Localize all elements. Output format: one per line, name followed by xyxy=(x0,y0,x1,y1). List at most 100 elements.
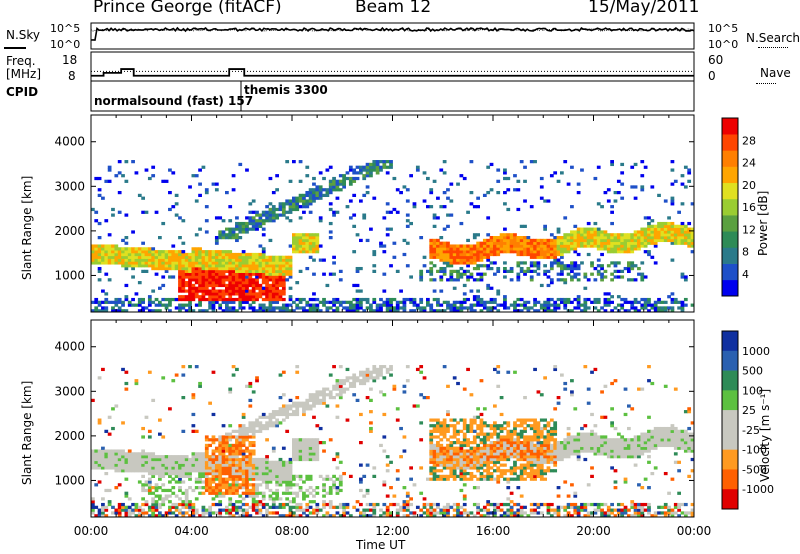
power-cell xyxy=(596,269,601,273)
power-cell xyxy=(482,272,487,276)
power-cell xyxy=(268,264,273,268)
power-cell xyxy=(660,238,665,243)
velocity-cell xyxy=(436,460,440,464)
velocity-cell xyxy=(489,474,494,478)
velocity-cell xyxy=(161,460,166,464)
velocity-cell xyxy=(322,486,326,490)
velocity-cell xyxy=(218,452,223,456)
power-cell xyxy=(459,306,464,310)
velocity-cell xyxy=(395,477,400,481)
power-cell xyxy=(620,196,625,200)
power-cell xyxy=(469,258,474,262)
velocity-cell xyxy=(382,511,387,515)
power-cell xyxy=(412,205,417,209)
velocity-cell xyxy=(462,435,467,439)
velocity-cell xyxy=(362,474,367,478)
power-cell xyxy=(549,255,554,259)
power-cell xyxy=(214,266,219,271)
nave-legend-line xyxy=(756,83,776,84)
velocity-cell xyxy=(158,474,162,478)
power-cell xyxy=(137,247,142,251)
power-cell xyxy=(402,297,407,302)
power-cell xyxy=(640,272,645,276)
power-cell xyxy=(549,252,554,257)
velocity-cell xyxy=(198,457,202,462)
power-cell xyxy=(312,292,316,296)
power-cell xyxy=(225,306,229,310)
power-cell xyxy=(275,300,279,304)
power-cell xyxy=(553,244,558,248)
power-cell xyxy=(335,297,340,302)
power-cell xyxy=(449,306,454,310)
power-cell xyxy=(526,266,531,271)
power-cell xyxy=(486,309,491,312)
power-cell xyxy=(191,272,196,276)
power-cell xyxy=(315,297,320,302)
velocity-cell xyxy=(211,463,216,467)
power-cell xyxy=(221,272,226,276)
power-cell xyxy=(235,281,239,285)
power-cell xyxy=(553,255,558,259)
power-cell xyxy=(640,238,645,243)
power-cell xyxy=(285,261,290,265)
power-cell xyxy=(188,252,192,257)
velocity-cell xyxy=(308,438,313,442)
power-cell xyxy=(158,252,162,257)
power-cell xyxy=(308,210,313,214)
velocity-cell xyxy=(147,477,152,481)
power-cell xyxy=(432,241,437,245)
power-cell xyxy=(573,230,578,234)
power-cell xyxy=(201,275,206,279)
velocity-cell xyxy=(211,471,216,476)
velocity-cell xyxy=(218,500,223,504)
power-cell xyxy=(640,160,645,164)
power-cell xyxy=(285,269,290,273)
velocity-cell xyxy=(147,435,152,439)
velocity-cell xyxy=(506,441,511,445)
velocity-cell xyxy=(328,438,333,442)
velocity-cell xyxy=(147,452,152,456)
power-cell xyxy=(218,250,223,254)
power-cell xyxy=(479,300,484,304)
power-cell xyxy=(315,241,320,245)
power-cell xyxy=(268,283,273,288)
velocity-cell xyxy=(513,424,517,428)
velocity-cell xyxy=(305,477,310,481)
velocity-cell xyxy=(322,494,326,498)
power-cell xyxy=(218,275,223,279)
power-cell xyxy=(158,264,162,268)
power-cell xyxy=(442,205,447,209)
power-cell xyxy=(144,252,149,257)
velocity-cell xyxy=(124,469,129,473)
power-cell xyxy=(687,171,692,175)
velocity-cell xyxy=(231,463,236,467)
power-cell xyxy=(228,295,233,299)
power-cell xyxy=(683,236,688,240)
power-cell xyxy=(278,269,283,273)
power-cell xyxy=(452,258,457,262)
power-cell xyxy=(650,306,655,310)
power-cell xyxy=(275,297,279,302)
velocity-cell xyxy=(486,477,491,481)
power-cell xyxy=(439,205,444,209)
velocity-cell xyxy=(415,505,420,509)
velocity-cell xyxy=(91,463,95,467)
power-cell xyxy=(228,297,233,302)
power-cell xyxy=(154,250,159,254)
velocity-cell xyxy=(134,508,139,512)
velocity-cell xyxy=(204,435,209,439)
velocity-cell xyxy=(141,483,145,487)
velocity-cell xyxy=(516,435,521,439)
velocity-cell xyxy=(412,404,417,408)
power-cell xyxy=(181,297,186,302)
velocity-cell xyxy=(519,477,524,481)
velocity-cell xyxy=(288,466,293,470)
power-cell xyxy=(650,227,655,231)
power-cell xyxy=(466,297,470,302)
velocity-cell xyxy=(312,494,316,498)
power-cell xyxy=(288,244,293,248)
velocity-cell xyxy=(121,505,125,509)
velocity-cell xyxy=(191,395,196,400)
power-cell xyxy=(580,238,584,243)
power-cell xyxy=(91,250,95,254)
